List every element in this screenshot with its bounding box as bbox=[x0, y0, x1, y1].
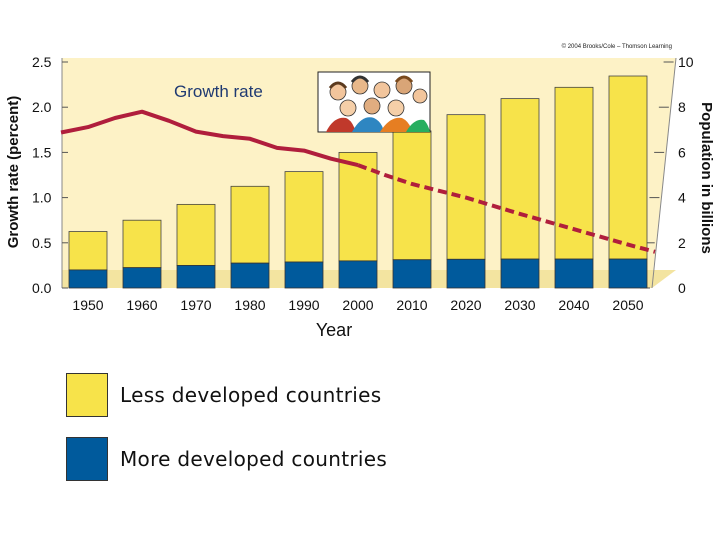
bar-less-developed-1960 bbox=[122, 219, 162, 269]
bar-less-developed-2030 bbox=[500, 98, 540, 260]
right-tick-label: 6 bbox=[678, 144, 686, 160]
left-tick-label: 2.0 bbox=[32, 99, 52, 115]
bars bbox=[68, 75, 648, 289]
x-tick-label: 2010 bbox=[396, 297, 427, 313]
bar-less-developed-1990 bbox=[284, 171, 324, 263]
bar-more-developed-2040 bbox=[554, 258, 594, 289]
x-tick-label: 1960 bbox=[126, 297, 157, 313]
right-tick-label: 8 bbox=[678, 99, 686, 115]
x-tick-label: 1950 bbox=[72, 297, 103, 313]
x-tick-label: 1990 bbox=[288, 297, 319, 313]
left-axis-ticks: 0.0 0.5 1.0 1.5 2.0 2.5 bbox=[32, 54, 68, 296]
people-illustration bbox=[317, 71, 431, 133]
right-axis-ticks: 0 2 4 6 8 10 bbox=[640, 54, 694, 296]
bar-more-developed-1980 bbox=[230, 262, 270, 289]
bar-less-developed-2020 bbox=[446, 114, 486, 260]
bar-less-developed-2010 bbox=[392, 130, 432, 261]
left-axis-title: Growth rate (percent) bbox=[5, 96, 22, 249]
x-tick-label: 2020 bbox=[450, 297, 481, 313]
growth-rate-line-historic bbox=[60, 109, 359, 168]
x-tick-label: 2050 bbox=[612, 297, 643, 313]
left-tick-label: 2.5 bbox=[32, 54, 52, 70]
bar-more-developed-2000 bbox=[338, 260, 378, 289]
x-tick-label: 1980 bbox=[234, 297, 265, 313]
growth-rate-line-projected bbox=[357, 163, 656, 254]
bar-more-developed-1950 bbox=[68, 269, 108, 289]
bar-less-developed-1980 bbox=[230, 185, 270, 264]
left-tick-label: 1.0 bbox=[32, 190, 52, 206]
bar-more-developed-1990 bbox=[284, 261, 324, 289]
bar-more-developed-2030 bbox=[500, 258, 540, 289]
left-tick-label: 0.0 bbox=[32, 280, 52, 296]
bar-less-developed-2050 bbox=[608, 75, 648, 260]
bar-more-developed-2050 bbox=[608, 258, 648, 289]
x-tick-label: 2000 bbox=[342, 297, 373, 313]
legend-item-more-developed: More developed countries bbox=[66, 437, 387, 481]
credit-text: © 2004 Brooks/Cole – Thomson Learning bbox=[562, 43, 672, 50]
left-tick-label: 1.5 bbox=[32, 144, 52, 160]
right-axis-line bbox=[651, 57, 677, 289]
bar-more-developed-1960 bbox=[122, 267, 162, 289]
bar-less-developed-1950 bbox=[68, 231, 108, 271]
bar-less-developed-2000 bbox=[338, 151, 378, 262]
right-axis-title: Population in billions bbox=[698, 102, 715, 254]
bar-more-developed-2020 bbox=[446, 258, 486, 289]
growth-rate-annotation: Growth rate bbox=[174, 82, 263, 101]
right-tick-label: 10 bbox=[678, 54, 694, 70]
growth-rate-line bbox=[60, 109, 656, 254]
x-tick-label: 1970 bbox=[180, 297, 211, 313]
right-tick-label: 0 bbox=[678, 280, 686, 296]
bar-more-developed-2010 bbox=[392, 259, 432, 289]
x-axis-title: Year bbox=[316, 320, 352, 340]
bar-less-developed-1970 bbox=[176, 203, 216, 266]
right-tick-label: 4 bbox=[678, 190, 686, 206]
legend-label-less-developed: Less developed countries bbox=[120, 383, 382, 407]
right-tick-label: 2 bbox=[678, 235, 686, 251]
bar-more-developed-1970 bbox=[176, 264, 216, 289]
legend-item-less-developed: Less developed countries bbox=[66, 373, 381, 417]
x-axis-ticks: 1950 1960 1970 1980 1990 2000 2010 2020 2030 2040… bbox=[72, 297, 643, 313]
left-tick-label: 0.5 bbox=[32, 235, 52, 251]
legend-label-more-developed: More developed countries bbox=[120, 447, 388, 471]
legend-swatch-more-developed bbox=[66, 437, 108, 481]
x-tick-label: 2040 bbox=[558, 297, 589, 313]
legend-swatch-less-developed bbox=[66, 373, 108, 417]
x-tick-label: 2030 bbox=[504, 297, 535, 313]
